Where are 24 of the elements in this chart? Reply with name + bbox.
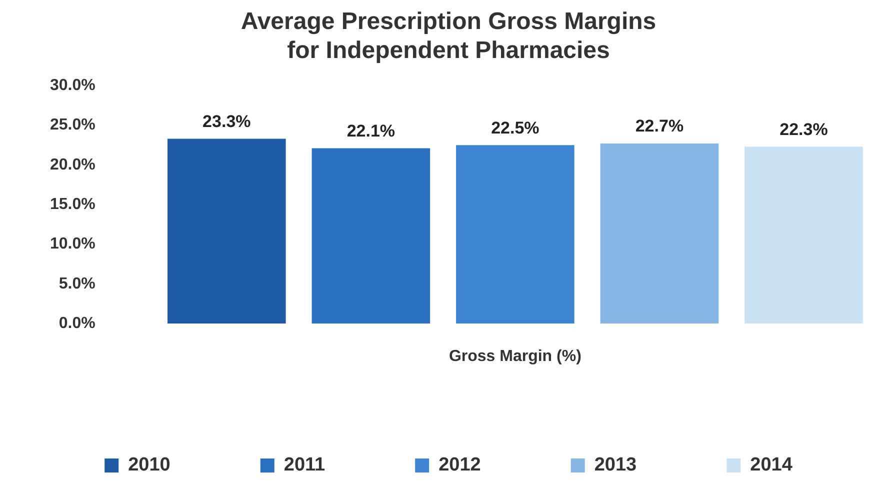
legend-label: 2013 bbox=[594, 454, 637, 476]
y-tick-label: 20.0% bbox=[50, 156, 96, 174]
data-label: 22.5% bbox=[491, 118, 540, 138]
bar bbox=[168, 138, 286, 324]
y-tick-label: 15.0% bbox=[50, 196, 96, 214]
data-label: 22.1% bbox=[346, 121, 396, 140]
data-label: 22.7% bbox=[635, 116, 684, 136]
bar bbox=[456, 145, 574, 324]
legend-label: 2010 bbox=[128, 454, 170, 476]
bar bbox=[312, 148, 430, 324]
y-tick-label: 0.0% bbox=[58, 315, 96, 332]
legend-label: 2014 bbox=[750, 454, 793, 476]
y-tick-label: 10.0% bbox=[50, 236, 96, 253]
data-label: 22.3% bbox=[780, 120, 828, 139]
y-tick-label: 30.0% bbox=[50, 77, 96, 94]
y-tick-label: 25.0% bbox=[50, 116, 96, 134]
legend-label: 2012 bbox=[438, 454, 481, 476]
x-axis-title: Gross Margin (%) bbox=[448, 348, 582, 365]
bar bbox=[600, 144, 719, 324]
chart-title: Average Prescription Gross Margins for Independent Pharmacies bbox=[240, 8, 656, 64]
legend-label: 2011 bbox=[284, 454, 326, 476]
data-label: 23.3% bbox=[202, 112, 251, 131]
y-tick-label: 5.0% bbox=[58, 275, 96, 292]
bar bbox=[744, 146, 863, 324]
